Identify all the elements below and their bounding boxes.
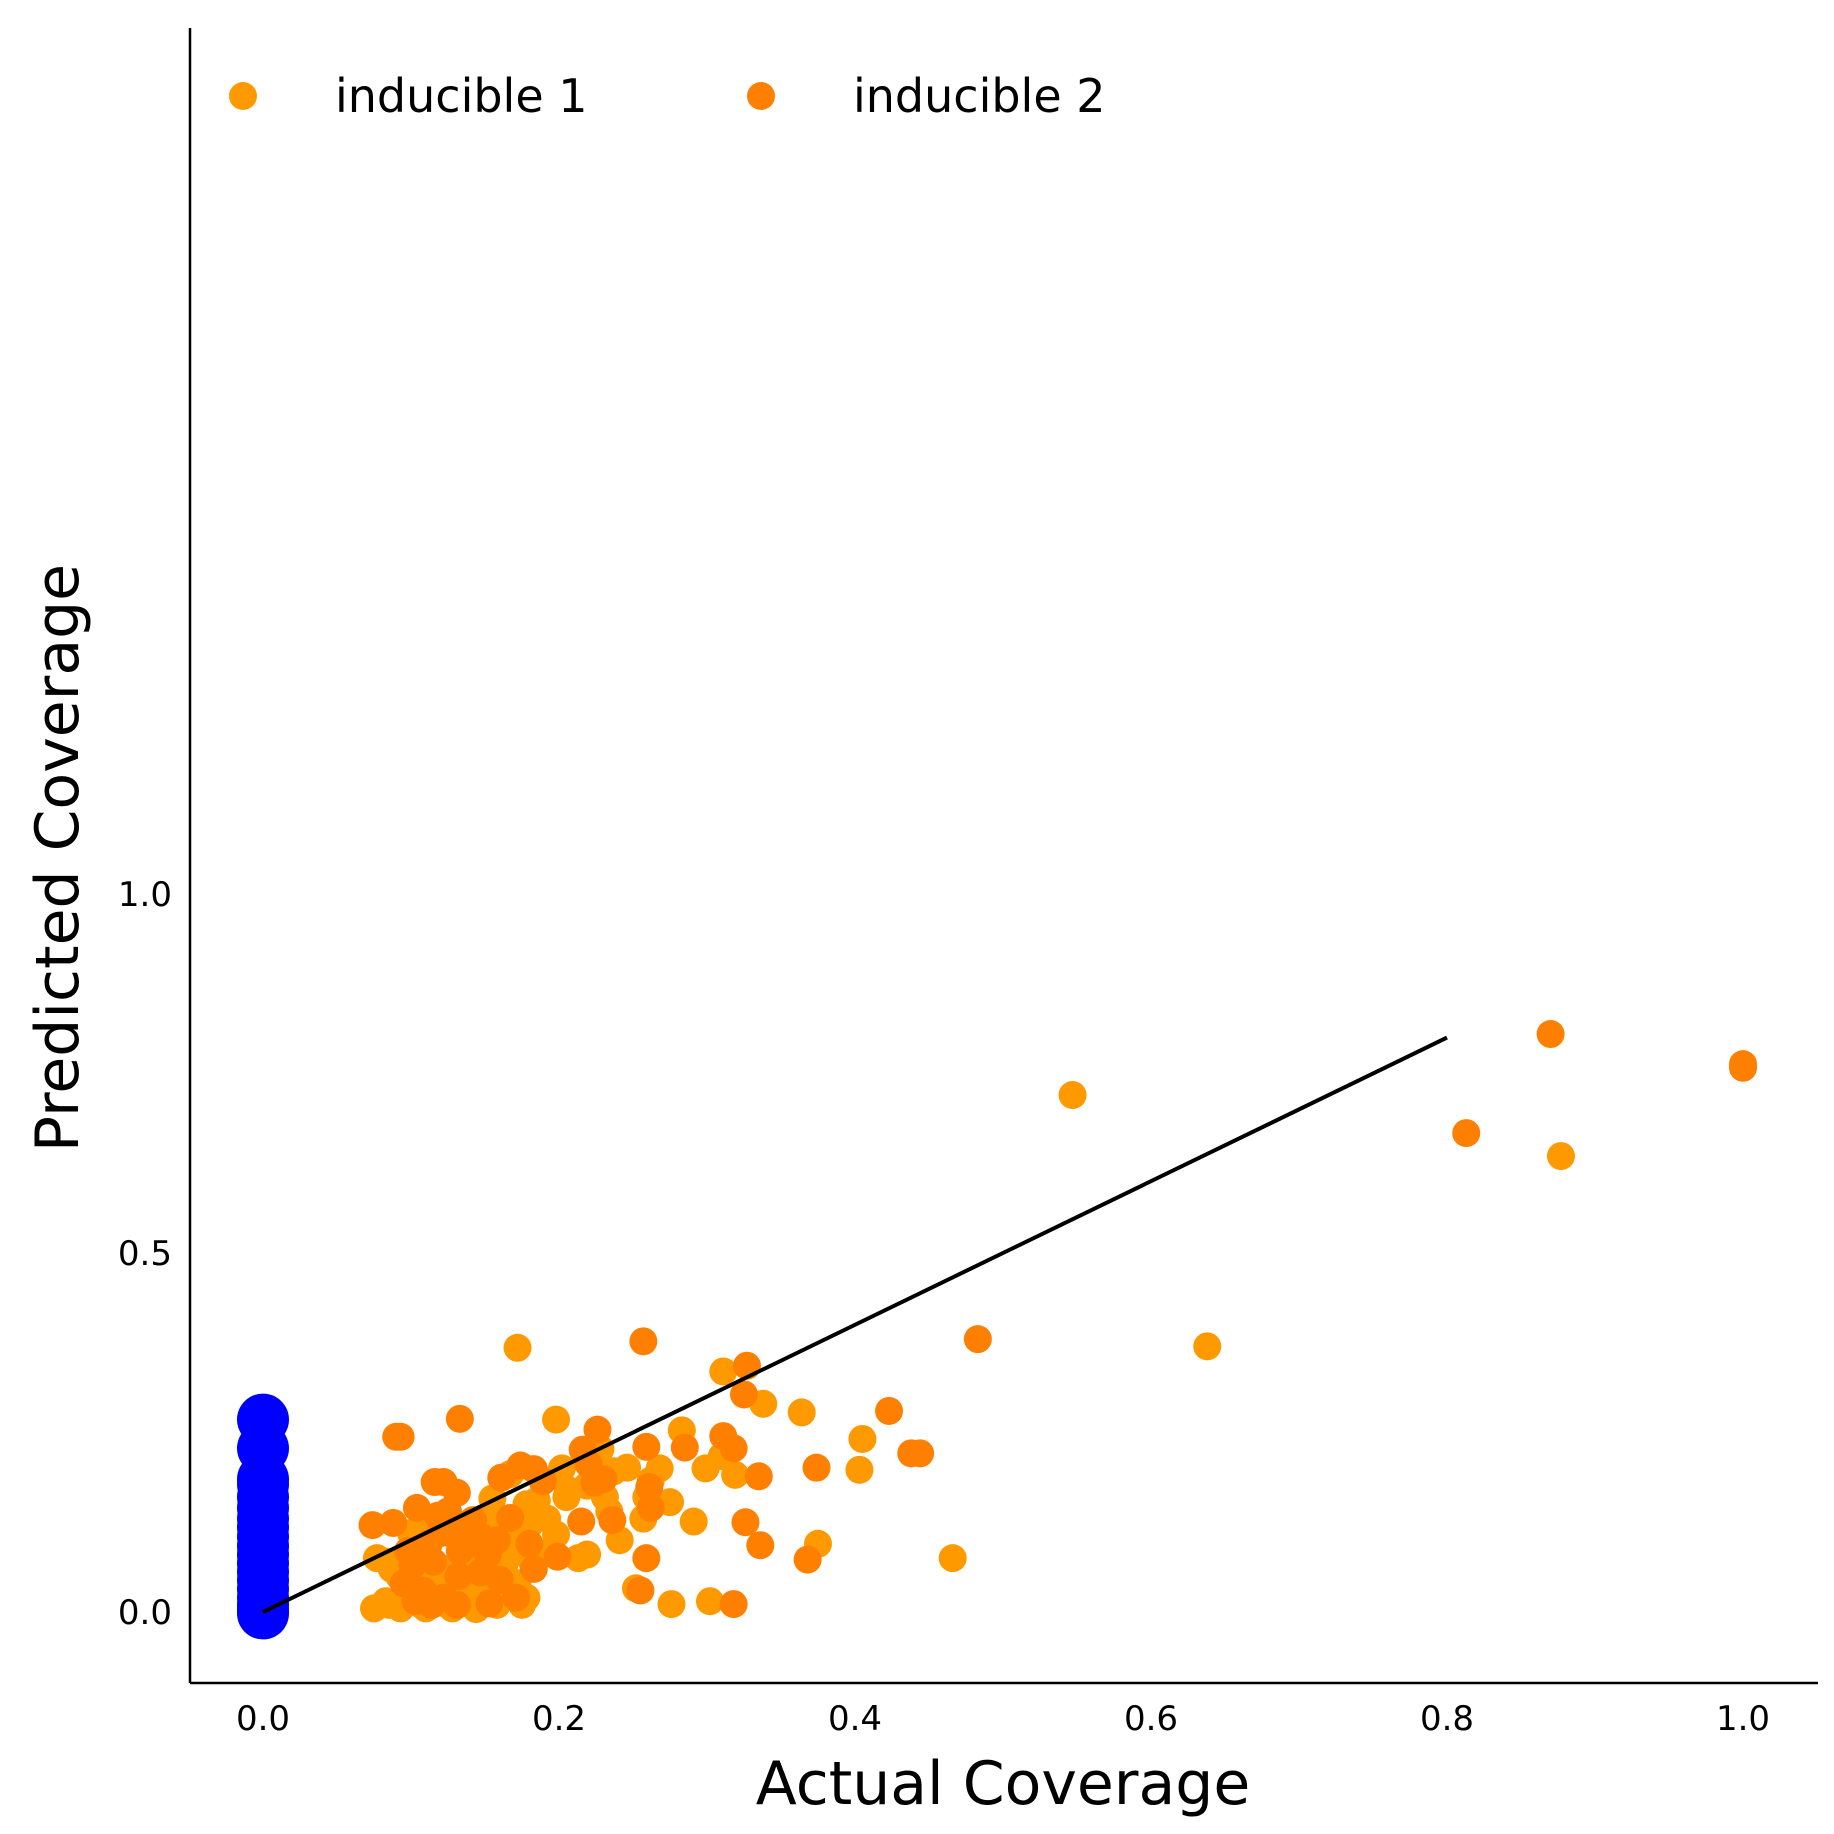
data-point-series-2-47 (543, 1542, 572, 1571)
data-point-series-2-13 (583, 1415, 612, 1444)
y-axis-label: Predicted Coverage (23, 564, 93, 1152)
data-point-series-1-67 (938, 1544, 967, 1573)
y-tick-label: 0.0 (118, 1593, 172, 1633)
data-point-series-2-5 (963, 1325, 992, 1354)
data-point-series-2-46 (793, 1545, 822, 1574)
data-point-series-2-45 (632, 1544, 661, 1573)
data-point-series-1-3 (1546, 1142, 1575, 1171)
data-point-series-1-87 (552, 1483, 581, 1512)
data-point-series-2-43 (731, 1508, 760, 1537)
legend: inducible 1 inducible 2 (229, 69, 1106, 123)
data-point-series-2-22 (744, 1462, 773, 1491)
data-point-series-2-3 (1729, 1053, 1757, 1082)
data-point-series-2-6 (629, 1327, 658, 1356)
data-point-series-1-12 (691, 1454, 720, 1483)
data-point-series-1-10 (848, 1424, 877, 1453)
reference-line (262, 1035, 1448, 1614)
data-point-series-2-8 (730, 1380, 758, 1409)
x-axis-label: Actual Coverage (756, 1749, 1251, 1819)
data-point-series-1-4 (503, 1333, 532, 1362)
data-point-series-1-2 (1193, 1332, 1222, 1361)
data-point-series-2-59 (485, 1565, 514, 1594)
data-point-series-2-34 (636, 1493, 665, 1522)
x-tick-label: 0.8 (1420, 1699, 1474, 1739)
x-tick-label: 0.2 (532, 1699, 586, 1739)
data-point-series-2-71 (482, 1526, 511, 1555)
legend-marker (229, 82, 257, 110)
data-point-series-2-62 (417, 1590, 446, 1619)
data-point-series-2-57 (444, 1562, 473, 1591)
data-point-series-2-35 (598, 1506, 627, 1535)
data-point-series-2-60 (502, 1583, 531, 1612)
data-point-series-2-75 (515, 1529, 544, 1558)
data-points (237, 1020, 1757, 1640)
legend-marker (747, 82, 775, 110)
data-point-series-2-9 (875, 1396, 904, 1425)
data-point-series-2-1 (1536, 1020, 1565, 1049)
data-point-series-1-30 (679, 1507, 708, 1536)
data-point-series-1-72 (360, 1594, 388, 1623)
data-point-series-1-69 (657, 1590, 686, 1619)
data-point-series-1-70 (695, 1587, 724, 1616)
x-tick-label: 0.0 (236, 1699, 290, 1739)
data-point-series-2-17 (906, 1439, 935, 1468)
data-point-series-2-32 (487, 1463, 516, 1492)
data-point-series-2-48 (519, 1554, 548, 1583)
data-point-series-2-74 (426, 1519, 455, 1548)
y-tick-label: 0.5 (118, 1234, 172, 1274)
data-point-series-2-66 (626, 1576, 655, 1605)
data-point-series-2-28 (635, 1473, 664, 1502)
data-point-series-1-13 (721, 1460, 750, 1489)
data-point-series-2-40 (402, 1493, 431, 1522)
data-point-series-2-21 (802, 1453, 831, 1482)
data-point-series-2-4 (1452, 1119, 1481, 1148)
data-point-series-2-36 (567, 1507, 596, 1536)
data-point-series-3-19 (237, 1587, 289, 1640)
data-point-series-1-6 (709, 1357, 738, 1386)
y-tick-label: 1.0 (118, 875, 172, 915)
x-tick-label: 0.6 (1124, 1699, 1178, 1739)
data-point-series-1-5 (542, 1405, 571, 1434)
data-point-series-1-8 (787, 1398, 816, 1427)
data-point-series-2-41 (358, 1511, 387, 1540)
x-ticks: 0.0 0.2 0.4 0.6 0.8 1.0 (236, 1699, 1770, 1739)
data-point-series-2-20 (670, 1433, 699, 1462)
data-point-series-2-44 (746, 1531, 775, 1560)
legend-label: inducible 1 (335, 69, 588, 123)
data-point-series-1-1 (1058, 1081, 1087, 1110)
data-point-series-2-10 (445, 1404, 474, 1433)
data-point-series-2-12 (382, 1422, 411, 1451)
data-point-series-2-64 (475, 1589, 504, 1618)
data-point-series-2-72 (445, 1536, 474, 1565)
y-ticks: 0.0 0.5 1.0 (118, 875, 172, 1633)
data-point-series-2-37 (496, 1503, 525, 1532)
data-point-series-2-65 (719, 1590, 748, 1619)
data-point-series-2-19 (632, 1432, 661, 1461)
x-tick-label: 0.4 (828, 1699, 882, 1739)
data-point-series-2-27 (589, 1465, 618, 1494)
legend-label: inducible 2 (853, 69, 1106, 123)
data-point-series-2-42 (379, 1508, 408, 1537)
data-point-series-2-15 (719, 1434, 748, 1463)
data-point-series-2-63 (442, 1590, 471, 1619)
data-point-series-1-86 (564, 1544, 593, 1573)
x-tick-label: 1.0 (1716, 1699, 1770, 1739)
data-point-series-1-16 (845, 1455, 874, 1484)
